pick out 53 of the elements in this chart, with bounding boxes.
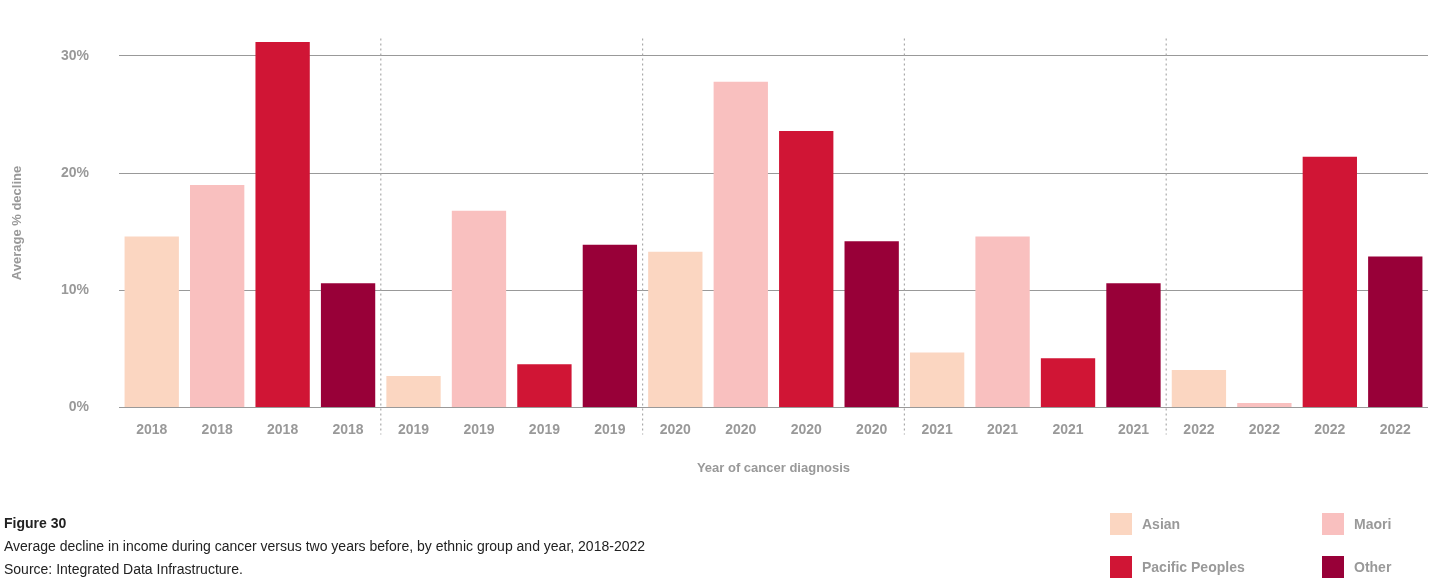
x-tick-label: 2018 [332,420,364,437]
bar [1302,156,1357,408]
bar [1106,283,1161,408]
bar [1040,358,1096,408]
text: Figure 30 [4,514,68,533]
text: Average decline in income during cancer versus two years before, by ethnic group and year, 2018-2022 [4,537,646,556]
x-axis-title: Year of cancer diagnosis [696,459,851,475]
bar [1368,256,1423,408]
x-tick-label: 2022 [1183,420,1215,437]
bar [517,364,572,408]
bar [844,241,899,408]
y-tick-label: 20% [60,164,90,181]
x-tick-label: 2021 [1117,420,1150,437]
bar [386,375,441,408]
bar [582,244,638,408]
x-tick-label: 2019 [528,420,561,437]
x-tick-label: 2019 [397,420,430,437]
bar [1171,370,1227,408]
x-tick-label: 2020 [790,420,823,437]
x-tick-label: 2022 [1248,420,1281,437]
bar [255,41,310,408]
y-tick-label: 0% [68,398,90,415]
legend-label: Pacific Peoples [1142,559,1245,575]
bar [648,251,703,408]
x-tick-label: 2018 [267,420,299,437]
bar [909,352,965,408]
legend-label: Maori [1354,516,1392,532]
x-tick-label: 2022 [1379,420,1412,437]
x-tick-label: 2018 [136,420,168,437]
bar [713,81,768,408]
bar [779,130,834,408]
legend-label: Asian [1142,516,1181,532]
y-tick-label: 30% [60,46,90,63]
source-note: Source: Integrated Data Infrastructure. [4,560,244,579]
x-tick-label: 2021 [1052,420,1084,437]
x-tick-label: 2021 [921,420,953,437]
x-tick-label: 2022 [1314,420,1346,437]
x-tick-label: 2020 [725,420,757,437]
y-axis-title: Average % decline [9,165,25,281]
x-tick-label: 2018 [201,420,233,437]
bar [190,184,245,408]
bar [451,210,507,408]
bar [124,236,179,408]
y-tick-label: 10% [60,281,90,298]
x-tick-label: 2021 [987,420,1019,437]
x-tick-label: 2019 [594,420,626,437]
x-tick-label: 2020 [659,420,692,437]
x-tick-label: 2019 [463,420,495,437]
legend-label: Other [1354,559,1392,575]
bar [320,283,376,408]
bar [975,236,1030,408]
x-tick-label: 2020 [856,420,888,437]
bar [1237,402,1292,408]
